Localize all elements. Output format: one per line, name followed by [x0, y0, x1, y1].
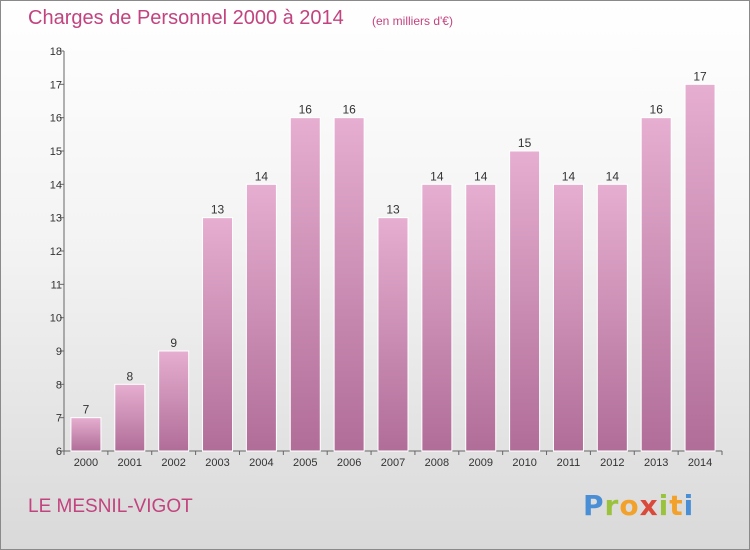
data-label: 14	[562, 169, 576, 183]
x-tick-label: 2003	[205, 457, 229, 469]
bar	[684, 83, 716, 452]
chart-title: Charges de Personnel 2000 à 2014	[28, 7, 344, 29]
bar	[70, 417, 102, 452]
data-label: 9	[170, 336, 177, 350]
chart-subtitle: (en milliers d'€)	[372, 14, 453, 28]
y-tick-label: 13	[50, 213, 62, 225]
bar	[202, 217, 234, 452]
x-tick-label: 2011	[557, 457, 581, 469]
data-label: 14	[606, 169, 620, 183]
data-label: 13	[211, 203, 225, 217]
bar	[377, 217, 409, 452]
x-tick-label: 2010	[512, 457, 536, 469]
data-label: 16	[342, 103, 356, 117]
bar	[289, 117, 321, 452]
y-tick-label: 6	[56, 446, 62, 458]
data-label: 16	[650, 103, 664, 117]
data-label: 13	[386, 203, 400, 217]
x-tick-label: 2002	[161, 457, 185, 469]
logo-letter: x	[639, 489, 659, 522]
data-label: 14	[430, 169, 444, 183]
commune-name: LE MESNIL-VIGOT	[28, 496, 193, 517]
x-tick-label: 2009	[468, 457, 492, 469]
x-tick-label: 2014	[688, 457, 712, 469]
bar	[245, 183, 277, 452]
x-tick-label: 2006	[337, 457, 361, 469]
y-tick-label: 8	[56, 379, 62, 391]
y-tick-label: 18	[50, 46, 62, 58]
y-tick-label: 14	[50, 179, 62, 191]
y-tick-label: 11	[51, 279, 62, 291]
logo-letter: i	[658, 489, 670, 522]
logo-letter: i	[683, 489, 695, 522]
data-label: 7	[83, 403, 90, 417]
logo-letter: r	[604, 489, 620, 522]
logo-letter: o	[619, 489, 640, 522]
y-tick-label: 17	[50, 79, 62, 91]
bar	[421, 183, 453, 452]
x-tick-label: 2004	[249, 457, 273, 469]
y-tick-label: 16	[50, 113, 62, 125]
bar	[114, 383, 146, 452]
bar	[552, 183, 584, 452]
bar	[596, 183, 628, 452]
bar	[640, 117, 672, 452]
proxiti-logo: Proxiti	[583, 489, 694, 522]
x-tick-label: 2001	[118, 457, 142, 469]
logo-letter: P	[583, 489, 605, 522]
logo-letter: t	[669, 489, 684, 522]
bar	[465, 183, 497, 452]
data-label: 17	[693, 69, 707, 83]
x-tick-label: 2013	[644, 457, 668, 469]
x-tick-label: 2005	[293, 457, 317, 469]
y-tick-label: 12	[50, 246, 62, 258]
x-tick-label: 2012	[600, 457, 624, 469]
x-tick-label: 2008	[425, 457, 449, 469]
bar	[509, 150, 541, 452]
y-tick-label: 15	[50, 146, 62, 158]
x-tick-label: 2007	[381, 457, 405, 469]
bar	[158, 350, 190, 452]
data-label: 14	[255, 169, 269, 183]
data-label: 16	[299, 103, 313, 117]
data-label: 14	[474, 169, 488, 183]
data-label: 8	[126, 369, 133, 383]
y-tick-label: 10	[50, 313, 62, 325]
x-tick-label: 2000	[74, 457, 98, 469]
bar	[333, 117, 365, 452]
data-label: 15	[518, 136, 532, 150]
y-tick-label: 7	[56, 413, 62, 425]
y-tick-label: 9	[56, 346, 62, 358]
